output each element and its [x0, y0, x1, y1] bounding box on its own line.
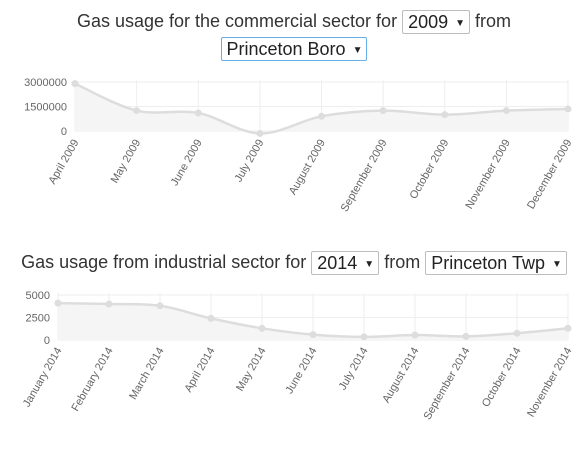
chart1-title-prefix: Gas usage for the commercial sector for: [76, 11, 398, 31]
x-tick-label: June 2009: [169, 138, 205, 189]
chevron-down-icon: ▼: [364, 259, 375, 271]
x-tick-label: October 2009: [408, 138, 452, 202]
town-select-1-value: Princeton Boro: [226, 39, 346, 60]
x-tick-label: January 2014: [21, 346, 65, 410]
data-point: [502, 107, 510, 115]
data-point: [379, 107, 387, 115]
chevron-down-icon: ▼: [551, 259, 562, 271]
x-tick-label: May 2009: [109, 138, 144, 186]
data-point: [309, 331, 317, 339]
data-point: [194, 109, 202, 117]
x-tick-label: April 2014: [182, 346, 217, 395]
series-line: [74, 82, 569, 135]
year-select-2[interactable]: 2014 ▼: [311, 251, 380, 276]
y-tick-label: 2500: [26, 313, 50, 325]
data-point: [258, 324, 266, 332]
chevron-down-icon: ▼: [455, 18, 466, 30]
chart2-title-mid: from: [384, 252, 421, 272]
chart2-header: Gas usage from industrial sector for 201…: [0, 249, 588, 276]
x-tick-label: June 2014: [284, 346, 320, 397]
y-tick-label: 0: [44, 335, 50, 347]
chart1-title-mid: from: [475, 11, 512, 31]
x-tick-label: November 2014: [525, 346, 575, 420]
data-point: [564, 105, 572, 113]
x-tick-label: March 2014: [127, 346, 166, 402]
x-tick-label: September 2009: [339, 138, 390, 214]
data-point: [360, 333, 368, 341]
data-point: [105, 300, 113, 308]
y-tick-label: 3000000: [24, 77, 67, 89]
data-point: [207, 314, 215, 322]
x-tick-label: August 2009: [287, 138, 328, 198]
year-select-1[interactable]: 2009 ▼: [402, 10, 471, 35]
x-tick-label: May 2014: [234, 346, 269, 394]
data-point: [256, 129, 264, 137]
town-select-2[interactable]: Princeton Twp ▼: [425, 251, 567, 276]
series-area: [75, 83, 568, 134]
data-point: [441, 111, 449, 119]
x-tick-label: February 2014: [69, 346, 115, 414]
y-tick-label: 0: [61, 126, 67, 138]
x-tick-label: July 2009: [233, 138, 267, 185]
x-tick-label: December 2009: [525, 138, 575, 212]
x-tick-label: July 2014: [337, 346, 371, 393]
y-tick-label: 1500000: [24, 102, 67, 114]
data-point: [71, 80, 79, 88]
data-point: [156, 302, 164, 310]
chart1-header: Gas usage for the commercial sector for …: [0, 8, 588, 35]
chart2-title-prefix: Gas usage from industrial sector for: [21, 252, 307, 272]
y-tick-label: 5000: [26, 290, 50, 302]
data-point: [564, 324, 572, 332]
year-select-1-value: 2009: [408, 12, 449, 33]
x-tick-label: October 2014: [480, 346, 524, 410]
chart1-header-line2: Princeton Boro ▼: [0, 35, 588, 62]
data-point: [133, 107, 141, 115]
data-point: [54, 299, 62, 307]
chevron-down-icon: ▼: [352, 45, 363, 57]
year-select-2-value: 2014: [317, 253, 358, 274]
data-point: [513, 329, 521, 337]
x-tick-label: August 2014: [380, 346, 421, 406]
data-point: [318, 112, 325, 120]
x-tick-label: September 2014: [422, 346, 473, 422]
town-select-2-value: Princeton Twp: [431, 253, 545, 274]
town-select-1[interactable]: Princeton Boro ▼: [220, 37, 368, 62]
data-point: [411, 331, 419, 339]
data-point: [462, 332, 470, 340]
x-tick-label: April 2009: [46, 138, 81, 187]
x-tick-label: November 2009: [463, 138, 513, 212]
